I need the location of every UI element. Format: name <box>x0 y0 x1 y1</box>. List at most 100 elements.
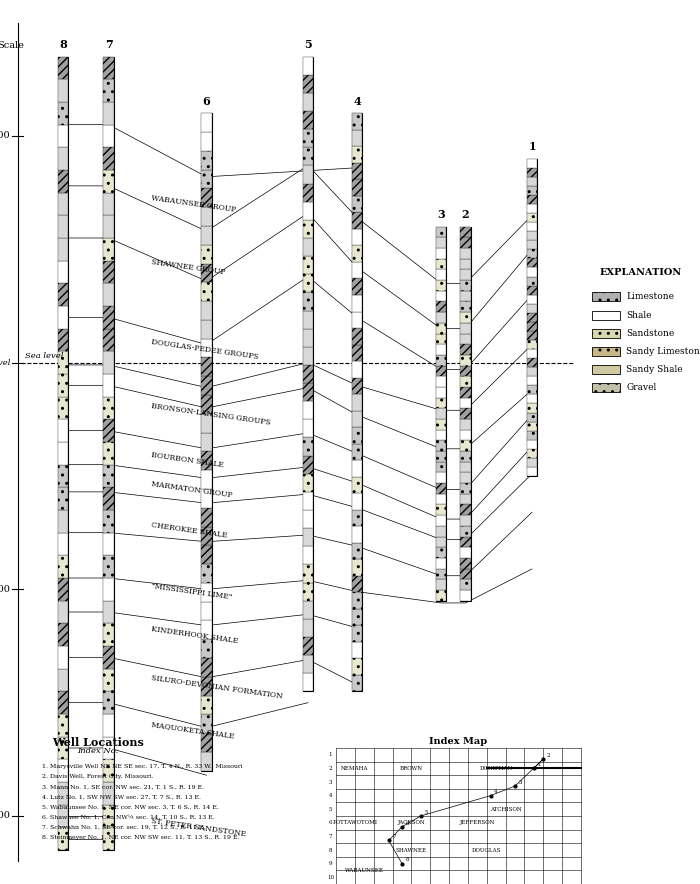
Bar <box>461 301 471 312</box>
Bar <box>202 170 211 188</box>
Bar <box>57 284 69 306</box>
Bar <box>435 226 447 237</box>
Bar <box>526 431 538 439</box>
Bar <box>526 377 538 385</box>
Text: Scale: Scale <box>0 41 24 50</box>
Text: Sandy Shale: Sandy Shale <box>626 365 683 374</box>
Bar <box>104 804 113 827</box>
Bar <box>352 147 363 163</box>
Bar <box>302 347 314 365</box>
Bar <box>461 259 471 270</box>
Bar <box>435 226 447 600</box>
Bar <box>352 659 363 674</box>
Text: 1: 1 <box>538 762 541 767</box>
Bar <box>302 274 314 293</box>
Bar <box>202 151 211 170</box>
Bar <box>104 782 113 804</box>
Bar <box>302 655 314 674</box>
Bar <box>435 537 447 547</box>
Bar <box>435 494 447 505</box>
Bar <box>104 351 113 374</box>
Bar <box>104 736 113 759</box>
Bar <box>57 306 69 329</box>
Bar <box>352 410 363 427</box>
Bar <box>202 639 211 658</box>
Bar <box>104 691 113 714</box>
Bar <box>202 263 211 282</box>
Bar <box>526 304 538 313</box>
Bar <box>526 439 538 449</box>
Bar <box>202 245 211 263</box>
Bar <box>202 602 211 621</box>
Bar <box>435 270 447 280</box>
Bar <box>57 691 69 714</box>
Bar <box>104 329 113 351</box>
Text: 4: 4 <box>494 789 498 794</box>
Bar <box>202 452 211 470</box>
Text: Sandstone: Sandstone <box>626 329 675 338</box>
Bar <box>104 578 113 600</box>
Bar <box>526 177 538 186</box>
Text: JACKSON: JACKSON <box>398 820 425 826</box>
Text: 2: 2 <box>547 752 551 758</box>
Text: 7: 7 <box>393 834 396 839</box>
Text: WABAUNSEE GROUP: WABAUNSEE GROUP <box>150 194 237 214</box>
Bar <box>302 111 314 129</box>
Bar <box>592 365 620 374</box>
Bar <box>526 258 538 268</box>
Bar <box>435 440 447 451</box>
Text: 1: 1 <box>328 752 332 758</box>
Bar <box>57 510 69 533</box>
Bar <box>302 329 314 347</box>
Bar <box>592 383 620 392</box>
Bar <box>104 442 113 465</box>
Bar <box>461 461 471 472</box>
Bar <box>352 526 363 543</box>
Bar <box>57 759 69 782</box>
Bar <box>104 102 113 125</box>
Text: Gravel: Gravel <box>626 383 657 392</box>
Bar <box>461 505 471 515</box>
Bar <box>526 458 538 467</box>
Bar <box>302 148 314 165</box>
Bar <box>526 204 538 213</box>
Bar <box>435 547 447 558</box>
Bar <box>352 427 363 444</box>
Bar <box>352 510 363 526</box>
Bar <box>526 240 538 249</box>
Bar <box>435 590 447 600</box>
Bar <box>104 668 113 691</box>
Bar <box>302 492 314 510</box>
Bar <box>352 493 363 510</box>
Bar <box>57 533 69 555</box>
Bar <box>461 484 471 494</box>
Bar <box>435 323 447 333</box>
Bar <box>526 268 538 277</box>
Bar <box>57 487 69 510</box>
Bar <box>461 558 471 568</box>
Text: 7. Schwahn No. 1, SE cor. sec. 19, T. 12 S., R. 11 E.: 7. Schwahn No. 1, SE cor. sec. 19, T. 12… <box>42 825 205 830</box>
Text: Well Locations: Well Locations <box>52 737 144 748</box>
Text: 3. Mann No. 1, SE cor. NW sec. 21, T. 1 S., R. 19 E.: 3. Mann No. 1, SE cor. NW sec. 21, T. 1 … <box>42 784 204 789</box>
Text: 1: 1 <box>528 141 536 152</box>
Bar <box>302 57 314 691</box>
Bar <box>461 590 471 600</box>
Bar <box>435 430 447 440</box>
Bar <box>302 619 314 637</box>
Bar <box>526 322 538 331</box>
Bar <box>57 736 69 759</box>
Bar <box>461 387 471 398</box>
Text: CHEROKEE SHALE: CHEROKEE SHALE <box>150 521 228 540</box>
Bar <box>202 301 211 320</box>
Bar <box>104 465 113 487</box>
Bar <box>352 179 363 196</box>
Text: 8: 8 <box>328 848 332 852</box>
Bar <box>104 827 113 850</box>
Bar <box>57 216 69 238</box>
Bar <box>352 543 363 560</box>
Bar <box>302 401 314 419</box>
Bar <box>352 674 363 691</box>
Bar <box>302 637 314 655</box>
Text: 10: 10 <box>327 874 334 880</box>
Bar <box>104 374 113 397</box>
